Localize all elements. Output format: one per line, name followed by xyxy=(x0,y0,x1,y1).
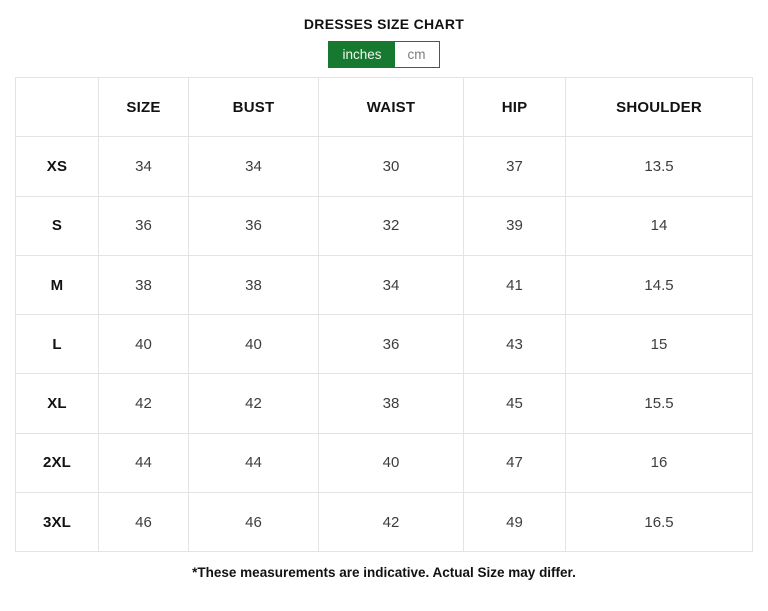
column-header-bust: BUST xyxy=(188,76,319,138)
measurement-cell: 40 xyxy=(188,314,319,375)
measurement-cell: 34 xyxy=(98,136,189,197)
measurement-cell: 36 xyxy=(188,195,319,256)
measurement-cell: 42 xyxy=(188,373,319,434)
table-row: L 40 40 36 43 15 xyxy=(15,314,753,375)
measurement-cell: 41 xyxy=(463,254,566,316)
measurement-cell: 30 xyxy=(318,136,464,197)
measurement-cell: 36 xyxy=(98,195,189,256)
table-row: M 38 38 34 41 14.5 xyxy=(15,254,753,316)
row-label-2xl: 2XL xyxy=(15,432,99,494)
measurement-cell: 16.5 xyxy=(565,492,753,553)
column-header-size: SIZE xyxy=(98,76,189,138)
measurement-cell: 42 xyxy=(98,373,189,434)
measurement-cell: 14 xyxy=(565,195,753,256)
measurement-cell: 34 xyxy=(188,136,319,197)
measurement-cell: 46 xyxy=(98,492,189,553)
measurement-cell: 47 xyxy=(463,432,566,494)
measurement-cell: 46 xyxy=(188,492,319,553)
column-header-shoulder: SHOULDER xyxy=(565,76,753,138)
row-label-s: S xyxy=(15,195,99,256)
row-label-xs: XS xyxy=(15,136,99,197)
unit-option-cm[interactable]: cm xyxy=(394,42,439,67)
measurement-cell: 37 xyxy=(463,136,566,197)
footer-note: *These measurements are indicative. Actu… xyxy=(192,565,576,581)
column-header-hip: HIP xyxy=(463,76,566,138)
table-header: SIZE BUST WAIST HIP SHOULDER xyxy=(15,76,753,138)
measurement-cell: 42 xyxy=(318,492,464,553)
measurement-cell: 16 xyxy=(565,432,753,494)
measurement-cell: 14.5 xyxy=(565,254,753,316)
measurement-cell: 38 xyxy=(318,373,464,434)
unit-toggle: inches cm xyxy=(328,41,440,68)
measurement-cell: 36 xyxy=(318,314,464,375)
measurement-cell: 34 xyxy=(318,254,464,316)
measurement-cell: 13.5 xyxy=(565,136,753,197)
table-row: 3XL 46 46 42 49 16.5 xyxy=(15,492,753,553)
table-row: XL 42 42 38 45 15.5 xyxy=(15,373,753,434)
measurement-cell: 15 xyxy=(565,314,753,375)
column-header-waist: WAIST xyxy=(318,76,464,138)
size-chart-table: SIZE BUST WAIST HIP SHOULDER XS 34 34 30 37 13.5 S… xyxy=(15,76,753,553)
measurement-cell: 44 xyxy=(188,432,319,494)
table-row: S 36 36 32 39 14 xyxy=(15,195,753,256)
measurement-cell: 45 xyxy=(463,373,566,434)
measurement-cell: 43 xyxy=(463,314,566,375)
row-label-l: L xyxy=(15,314,99,375)
page-title: DRESSES SIZE CHART xyxy=(303,16,465,32)
unit-toggle-wrap: inches cm xyxy=(0,41,768,68)
row-label-3xl: 3XL xyxy=(15,492,99,553)
measurement-cell: 32 xyxy=(318,195,464,256)
row-label-xl: XL xyxy=(15,373,99,434)
corner-header-cell xyxy=(15,76,99,138)
measurement-cell: 15.5 xyxy=(565,373,753,434)
row-label-m: M xyxy=(15,254,99,316)
measurement-cell: 44 xyxy=(98,432,189,494)
header-row: SIZE BUST WAIST HIP SHOULDER xyxy=(15,76,753,138)
unit-option-inches[interactable]: inches xyxy=(329,42,395,67)
measurement-cell: 39 xyxy=(463,195,566,256)
measurement-cell: 40 xyxy=(98,314,189,375)
measurement-cell: 38 xyxy=(98,254,189,316)
measurement-cell: 49 xyxy=(463,492,566,553)
measurement-cell: 40 xyxy=(318,432,464,494)
measurement-cell: 38 xyxy=(188,254,319,316)
table-row: 2XL 44 44 40 47 16 xyxy=(15,432,753,494)
table-row: XS 34 34 30 37 13.5 xyxy=(15,136,753,197)
table-body: XS 34 34 30 37 13.5 S 36 36 32 39 14 M 38 38 34 41 14.5 L 4… xyxy=(15,136,753,553)
